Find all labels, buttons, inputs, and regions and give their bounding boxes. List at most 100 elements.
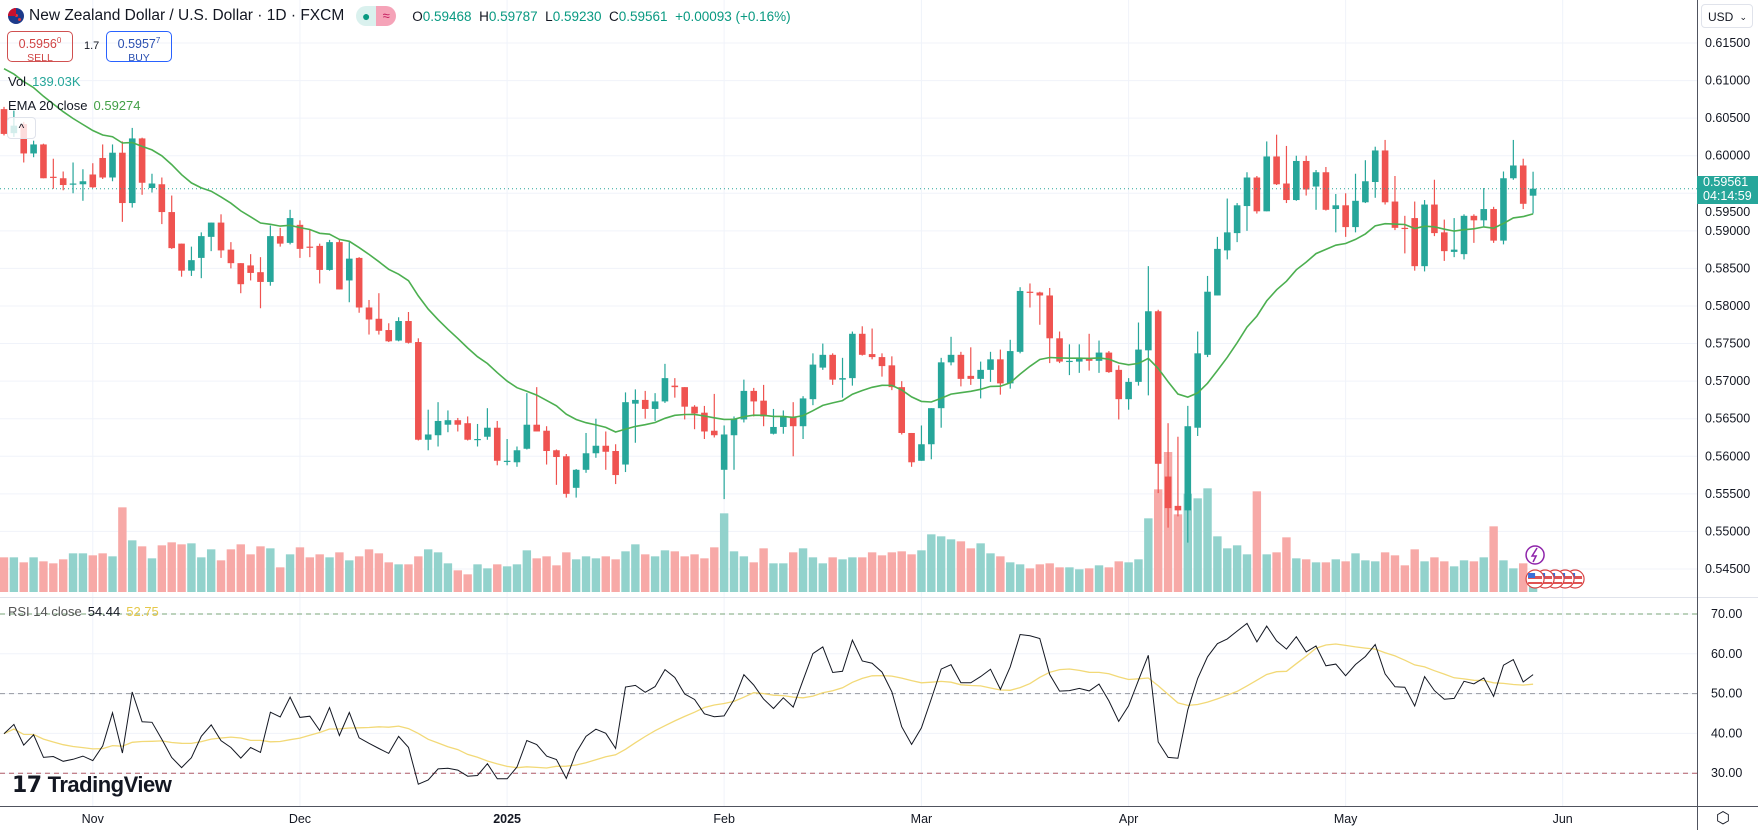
price-axis-label: 0.58000: [1705, 299, 1750, 313]
volume-bar: [1282, 537, 1291, 592]
candle-body: [1312, 172, 1320, 187]
candle: [1026, 283, 1034, 308]
volume-bar: [68, 553, 78, 592]
candle-body: [582, 453, 590, 470]
candle: [1194, 331, 1201, 436]
candle: [1125, 378, 1132, 410]
candle-body: [1283, 183, 1290, 201]
tradingview-logo[interactable]: 17 TradingView: [12, 772, 172, 798]
volume-bar: [641, 554, 650, 592]
currency-dropdown[interactable]: USD ⌄: [1701, 4, 1753, 28]
volume-bar: [276, 567, 285, 592]
candle-body: [681, 387, 688, 407]
candle: [671, 378, 679, 398]
candle: [40, 143, 47, 179]
candle-body: [602, 445, 610, 452]
volume-bar: [1361, 560, 1370, 592]
spread-value: 1.7: [84, 40, 100, 52]
candle: [0, 106, 8, 136]
ema-legend[interactable]: EMA 20 close 0.59274: [8, 98, 141, 113]
event-lightning-icon: [1525, 545, 1545, 565]
volume-bar: [739, 556, 749, 592]
candle: [1421, 200, 1428, 272]
volume-bar: [601, 556, 610, 592]
volume-bar: [1292, 558, 1301, 592]
candle: [780, 410, 787, 434]
candle: [316, 243, 323, 284]
volume-bar: [1075, 569, 1084, 592]
collapse-legend-button[interactable]: ^: [7, 117, 36, 139]
candle: [1440, 219, 1448, 261]
volume-bar: [581, 556, 591, 592]
chevron-down-icon: ⌄: [1739, 12, 1747, 22]
candle: [207, 222, 215, 252]
volume-bar: [197, 557, 206, 592]
price-axis-label: 0.58500: [1705, 261, 1750, 275]
candle: [918, 425, 925, 461]
settings-icon[interactable]: ⬡: [1716, 810, 1730, 827]
candle: [148, 173, 156, 193]
sell-button[interactable]: 0.59560 SELL: [7, 31, 73, 64]
candle: [908, 432, 915, 467]
candle: [750, 387, 758, 417]
candle-body: [1026, 291, 1034, 293]
candle-body: [799, 398, 807, 427]
volume-bar: [483, 568, 492, 592]
volume-bar: [1489, 526, 1498, 592]
candle: [276, 227, 284, 247]
candle: [553, 449, 560, 485]
nz-us-flag-icon: [8, 8, 24, 24]
candle-body: [79, 181, 87, 185]
volume-bar: [354, 556, 364, 592]
candle-body: [326, 242, 333, 270]
candle: [1105, 351, 1113, 373]
candle-body: [247, 265, 254, 273]
candle: [829, 353, 836, 385]
candle: [434, 402, 442, 447]
volume-legend[interactable]: Vol 139.03K: [8, 74, 81, 89]
market-status-pill[interactable]: ● ≈: [356, 6, 397, 26]
volume-bar: [976, 543, 985, 592]
time-axis-label: Apr: [1119, 812, 1138, 826]
volume-bar: [493, 564, 502, 592]
volume-bar: [680, 556, 689, 592]
volume-bar: [177, 544, 186, 592]
candle: [128, 127, 136, 208]
candle: [809, 353, 817, 406]
candle: [336, 239, 343, 290]
price-axis-label: 0.56500: [1705, 412, 1750, 426]
candle-body: [158, 184, 166, 213]
candle: [1500, 171, 1507, 245]
volume-bar: [295, 547, 305, 592]
low-value: 0.59230: [552, 8, 602, 24]
volume-bar: [522, 550, 532, 592]
volume-bar: [1252, 491, 1262, 592]
candle-body: [375, 318, 383, 331]
symbol-title[interactable]: New Zealand Dollar / U.S. Dollar · 1D · …: [29, 7, 345, 24]
rsi-legend[interactable]: RSI 14 close 54.44 52.75: [8, 604, 159, 619]
candle: [385, 323, 393, 343]
buy-button[interactable]: 0.59577 BUY: [106, 31, 172, 64]
candle: [1085, 333, 1093, 371]
candle: [1204, 275, 1211, 358]
candle: [977, 361, 984, 399]
candle-body: [119, 152, 126, 204]
candle: [957, 351, 965, 387]
volume-bar: [670, 551, 680, 592]
volume-bar: [1065, 567, 1074, 592]
volume-bar: [828, 557, 837, 592]
candle: [612, 444, 619, 485]
candle: [1302, 155, 1310, 196]
volume-bar: [1025, 568, 1035, 592]
volume-bar: [1213, 536, 1222, 592]
candle: [602, 431, 610, 470]
volume-bar: [29, 557, 38, 592]
candle: [1460, 214, 1468, 260]
candle: [424, 409, 432, 451]
candle-body: [424, 434, 432, 440]
candle: [1411, 201, 1418, 271]
candle: [720, 425, 728, 500]
rsi-line: [3, 622, 1534, 785]
volume-bar: [848, 557, 857, 592]
